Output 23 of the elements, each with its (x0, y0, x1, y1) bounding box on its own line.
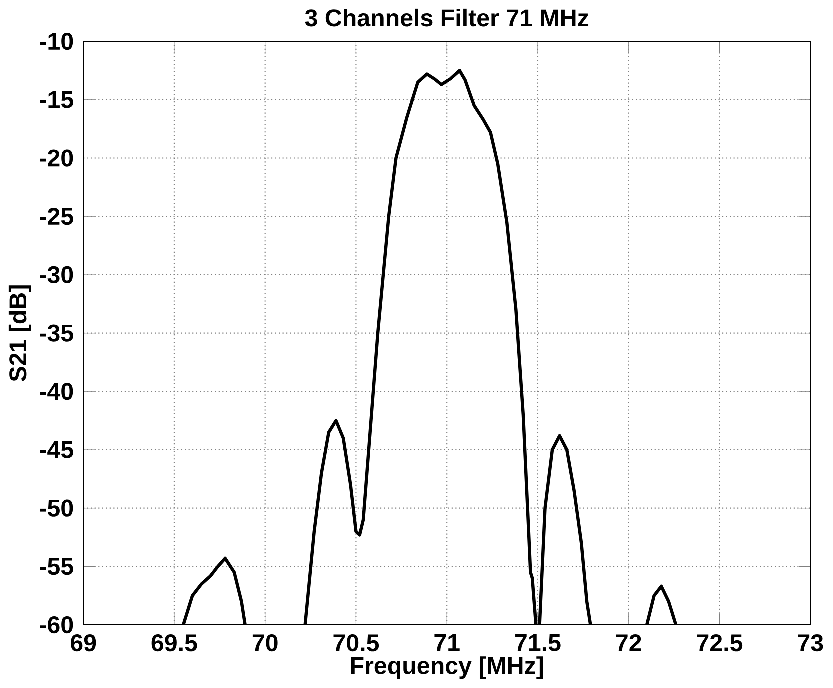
x-tick-label: 71.5 (516, 634, 561, 652)
y-tick-label: -20 (40, 150, 74, 167)
y-tick-label: -30 (40, 266, 74, 284)
chart-title: 3 Channels Filter 71 MHz (305, 8, 589, 27)
y-tick-label: -40 (40, 383, 74, 400)
x-tick-label: 72.5 (697, 634, 743, 652)
y-tick-label: -35 (40, 324, 74, 342)
y-tick-label: -10 (40, 32, 74, 50)
y-tick-label: -60 (40, 616, 74, 634)
x-tick-label: 70 (252, 634, 278, 652)
y-tick-label: -15 (40, 91, 74, 108)
x-tick-label: 69 (71, 634, 96, 652)
x-tick-label: 72 (616, 634, 642, 652)
y-tick-label: -55 (40, 558, 74, 576)
y-tick-label: -45 (40, 441, 74, 458)
y-tick-label: -50 (40, 500, 74, 517)
x-tick-label: 69.5 (152, 634, 198, 652)
y-tick-label: -25 (40, 208, 74, 226)
x-tick-label: 73 (798, 634, 824, 652)
x-tick-label: 70.5 (334, 634, 380, 652)
y-axis-title: S21 [dB] (8, 286, 32, 382)
x-axis-title: Frequency [MHz] (351, 656, 544, 680)
x-tick-label: 71 (434, 634, 460, 652)
